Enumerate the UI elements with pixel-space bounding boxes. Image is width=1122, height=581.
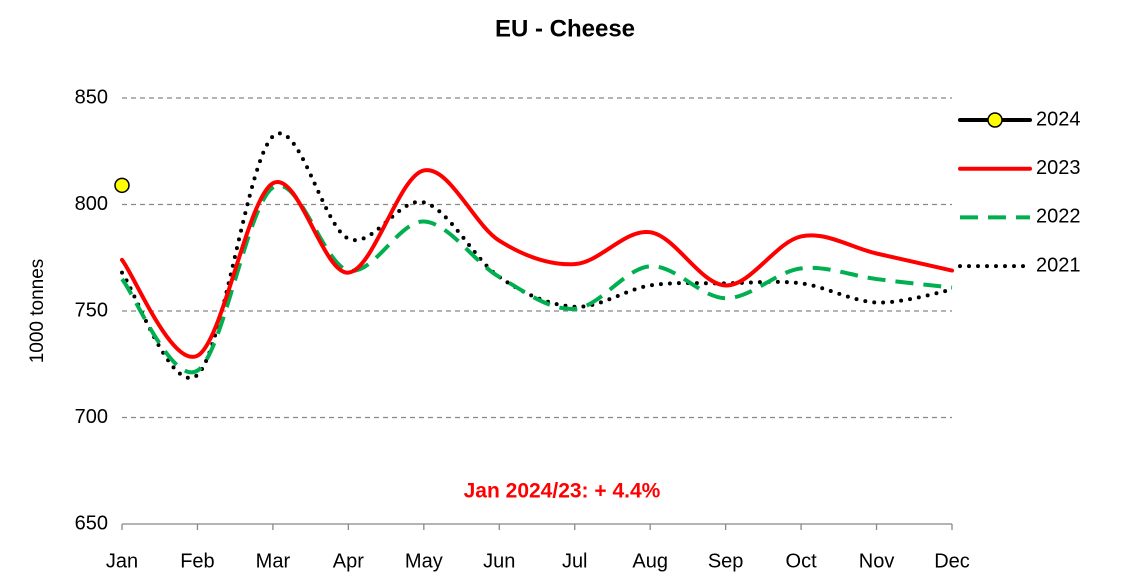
x-tick-label: Dec (934, 550, 970, 572)
y-tick-label: 850 (75, 86, 108, 108)
series-line (120, 131, 954, 380)
legend-label: 2022 (1036, 206, 1081, 228)
x-tick-label: Feb (180, 550, 214, 572)
series-line (120, 183, 953, 375)
x-tick-label: Nov (859, 550, 895, 572)
x-tick-label: Aug (632, 550, 668, 572)
y-axis-label: 1000 tonnes (27, 259, 48, 364)
x-tick-label: May (405, 550, 443, 572)
x-tick-label: Jun (483, 550, 515, 572)
x-tick-label: Oct (786, 550, 818, 572)
legend-label: 2023 (1036, 157, 1081, 179)
x-tick-label: Jan (106, 550, 138, 572)
y-tick-label: 700 (75, 406, 108, 428)
y-tick-label: 750 (75, 299, 108, 321)
x-tick-label: Mar (256, 550, 291, 572)
series-marker (114, 177, 130, 194)
x-tick-label: Apr (333, 550, 364, 572)
y-tick-label: 800 (75, 193, 108, 215)
y-tick-label: 650 (75, 512, 108, 534)
legend-label: 2024 (1036, 108, 1081, 130)
legend-label: 2021 (1036, 254, 1081, 276)
series-line (120, 168, 954, 359)
x-tick-label: Jul (562, 550, 588, 572)
chart-title: EU - Cheese (495, 15, 635, 42)
x-tick-label: Sep (708, 550, 744, 572)
annotation: Jan 2024/23: + 4.4% (464, 480, 661, 503)
legend-marker (987, 112, 1003, 128)
